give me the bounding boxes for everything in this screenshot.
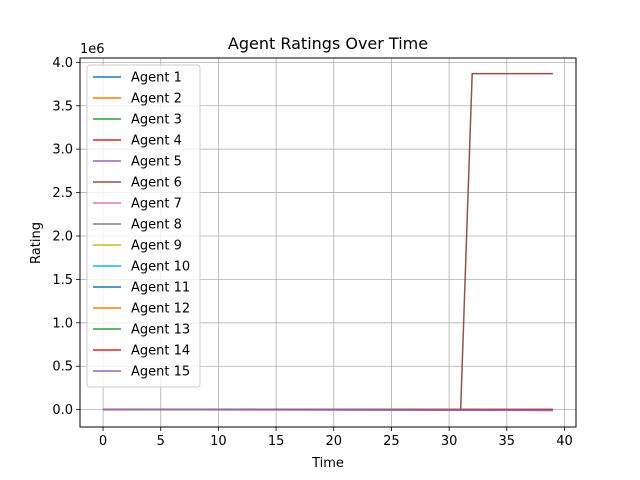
x-tick-label: 35 <box>499 434 516 449</box>
legend-label: Agent 12 <box>131 302 190 317</box>
legend-label: Agent 4 <box>131 134 182 149</box>
y-tick-label: 4.0 <box>52 56 73 71</box>
legend-label: Agent 2 <box>131 92 182 107</box>
y-tick-label: 3.0 <box>52 143 73 158</box>
y-tick-label: 1.0 <box>52 316 73 331</box>
y-tick-label: 2.0 <box>52 229 73 244</box>
x-tick-label: 25 <box>383 434 400 449</box>
legend-label: Agent 5 <box>131 155 182 170</box>
x-tick-label: 30 <box>441 434 458 449</box>
y-tick-label: 0.0 <box>52 403 73 418</box>
y-tick-label: 3.5 <box>52 99 73 114</box>
legend-label: Agent 15 <box>131 365 190 380</box>
x-tick-label: 10 <box>210 434 227 449</box>
legend-label: Agent 10 <box>131 260 190 275</box>
series-lines <box>103 72 553 412</box>
legend-label: Agent 8 <box>131 218 182 233</box>
legend-label: Agent 7 <box>131 197 182 212</box>
chart-title: Agent Ratings Over Time <box>228 34 428 53</box>
legend-label: Agent 11 <box>131 281 190 296</box>
legend-label: Agent 14 <box>131 344 190 359</box>
y-tick-label: 2.5 <box>52 186 73 201</box>
axes-frame <box>79 57 577 428</box>
x-tick-label: 5 <box>157 434 165 449</box>
legend-label: Agent 9 <box>131 239 182 254</box>
x-tick-label: 15 <box>268 434 285 449</box>
x-axis-ticks: 0 5 10 15 20 25 30 35 40 <box>99 427 573 449</box>
x-tick-label: 40 <box>556 434 573 449</box>
x-tick-label: 20 <box>325 434 342 449</box>
y-axis-label: Rating <box>29 222 44 264</box>
x-axis-label: Time <box>311 456 344 471</box>
legend-label: Agent 3 <box>131 113 182 128</box>
y-tick-label: 1.5 <box>52 273 73 288</box>
legend: Agent 1 Agent 2 Agent 3 Agent 4 Agent 5 Agent… <box>86 64 201 388</box>
legend-box <box>86 64 201 388</box>
legend-label: Agent 6 <box>131 176 182 191</box>
legend-label: Agent 13 <box>131 323 190 338</box>
legend-label: Agent 1 <box>131 71 182 86</box>
x-tick-label: 0 <box>99 434 107 449</box>
y-axis-ticks: 0.0 0.5 1.0 1.5 2.0 2.5 3.0 3.5 4.0 <box>52 56 80 418</box>
y-offset-text: 1e6 <box>80 42 105 57</box>
series-line-agent-15 <box>103 408 553 412</box>
y-tick-label: 0.5 <box>52 360 73 375</box>
